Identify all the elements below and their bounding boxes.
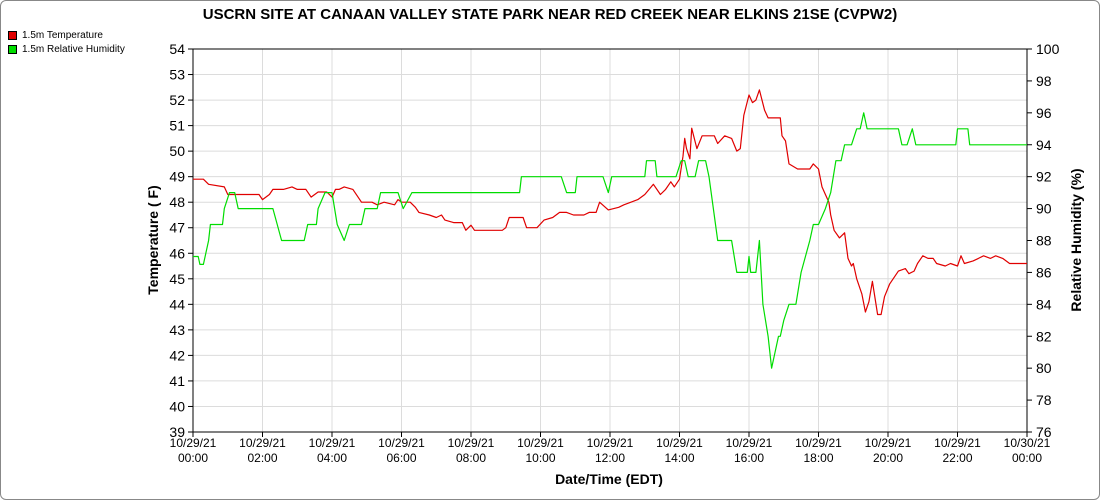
y-axis-right-label: Relative Humidity (%) bbox=[1068, 168, 1084, 311]
left-tick-label: 52 bbox=[169, 92, 185, 108]
legend-item-temperature: 1.5m Temperature bbox=[8, 28, 125, 42]
x-tick-date: 10/29/21 bbox=[587, 436, 634, 450]
left-tick-label: 47 bbox=[169, 220, 185, 236]
x-tick-time: 10:00 bbox=[525, 451, 555, 465]
x-tick-time: 02:00 bbox=[247, 451, 277, 465]
x-tick-time: 16:00 bbox=[734, 451, 764, 465]
x-tick-date: 10/29/21 bbox=[726, 436, 773, 450]
x-tick-date: 10/29/21 bbox=[517, 436, 564, 450]
left-tick-label: 43 bbox=[169, 322, 185, 338]
left-tick-label: 44 bbox=[169, 296, 185, 312]
right-tick-label: 92 bbox=[1036, 169, 1052, 185]
x-tick-date: 10/29/21 bbox=[309, 436, 356, 450]
legend-swatch-temperature bbox=[8, 30, 17, 40]
left-tick-label: 53 bbox=[169, 67, 185, 83]
series-line-temperature bbox=[193, 89, 1027, 316]
legend: 1.5m Temperature 1.5m Relative Humidity bbox=[8, 28, 125, 56]
x-tick-date: 10/29/21 bbox=[378, 436, 425, 450]
x-tick-date: 10/29/21 bbox=[170, 436, 217, 450]
left-axis: 39 40 41 42 43 44 45 46 47 48 49 50 51 52 53 54 bbox=[169, 41, 193, 440]
y-axis-left-label: Temperature ( F) bbox=[145, 185, 161, 294]
chart-title: USCRN SITE AT CANAAN VALLEY STATE PARK N… bbox=[203, 6, 898, 23]
legend-swatch-humidity bbox=[8, 44, 17, 54]
left-tick-label: 46 bbox=[169, 245, 185, 261]
left-tick-label: 42 bbox=[169, 347, 185, 363]
x-tick-time: 14:00 bbox=[664, 451, 694, 465]
right-axis: 76 78 80 82 84 86 88 90 92 94 96 98 100 bbox=[1027, 41, 1060, 440]
x-tick-time: 20:00 bbox=[873, 451, 903, 465]
x-tick-date: 10/29/21 bbox=[656, 436, 703, 450]
left-tick-label: 40 bbox=[169, 398, 185, 414]
grid bbox=[192, 48, 1028, 433]
series-layer bbox=[193, 89, 1027, 369]
x-axis-label: Date/Time (EDT) bbox=[555, 471, 663, 487]
right-tick-label: 96 bbox=[1036, 105, 1052, 121]
series-line-humidity bbox=[193, 112, 1027, 369]
legend-item-humidity: 1.5m Relative Humidity bbox=[8, 42, 125, 56]
x-tick-time: 08:00 bbox=[456, 451, 486, 465]
x-tick-date: 10/29/21 bbox=[239, 436, 286, 450]
x-tick-time: 18:00 bbox=[803, 451, 833, 465]
right-tick-label: 98 bbox=[1036, 73, 1052, 89]
left-tick-label: 54 bbox=[169, 41, 185, 57]
x-tick-date: 10/29/21 bbox=[448, 436, 495, 450]
x-tick-time: 04:00 bbox=[317, 451, 347, 465]
right-tick-label: 90 bbox=[1036, 201, 1052, 217]
left-tick-label: 41 bbox=[169, 373, 185, 389]
x-axis: 10/29/2100:0010/29/2102:0010/29/2104:001… bbox=[170, 432, 1051, 465]
right-tick-label: 80 bbox=[1036, 360, 1052, 376]
left-tick-label: 49 bbox=[169, 169, 185, 185]
x-tick-date: 10/29/21 bbox=[795, 436, 842, 450]
right-tick-label: 100 bbox=[1036, 41, 1060, 57]
x-tick-time: 00:00 bbox=[1012, 451, 1042, 465]
right-tick-label: 88 bbox=[1036, 233, 1052, 249]
right-tick-label: 78 bbox=[1036, 392, 1052, 408]
right-tick-label: 94 bbox=[1036, 137, 1052, 153]
right-tick-label: 84 bbox=[1036, 296, 1052, 312]
left-tick-label: 45 bbox=[169, 271, 185, 287]
x-tick-date: 10/29/21 bbox=[865, 436, 912, 450]
left-tick-label: 51 bbox=[169, 118, 185, 134]
left-tick-label: 50 bbox=[169, 143, 185, 159]
right-tick-label: 82 bbox=[1036, 328, 1052, 344]
x-tick-time: 12:00 bbox=[595, 451, 625, 465]
x-tick-time: 22:00 bbox=[942, 451, 972, 465]
left-tick-label: 48 bbox=[169, 194, 185, 210]
right-tick-label: 86 bbox=[1036, 264, 1052, 280]
legend-label-humidity: 1.5m Relative Humidity bbox=[22, 43, 125, 55]
x-tick-time: 06:00 bbox=[386, 451, 416, 465]
legend-label-temperature: 1.5m Temperature bbox=[22, 29, 103, 41]
right-tick-label: 76 bbox=[1036, 424, 1052, 440]
left-tick-label: 39 bbox=[169, 424, 185, 440]
x-tick-date: 10/30/21 bbox=[1004, 436, 1051, 450]
x-tick-time: 00:00 bbox=[178, 451, 208, 465]
x-tick-date: 10/29/21 bbox=[934, 436, 981, 450]
